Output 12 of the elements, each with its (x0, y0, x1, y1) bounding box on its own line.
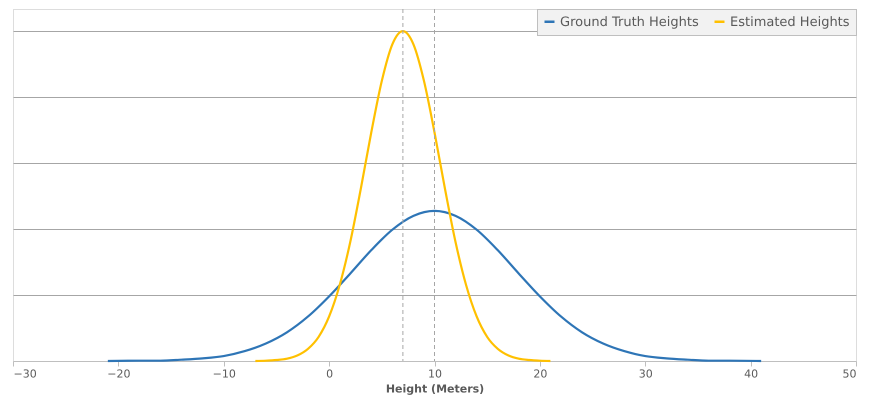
x-tick-label: 30 (638, 368, 653, 380)
x-tick-label: −30 (14, 368, 37, 380)
legend-label: Estimated Heights (730, 14, 850, 30)
x-tick-label: 40 (744, 368, 758, 380)
x-tick-label: 20 (533, 368, 548, 380)
x-tick-label: 50 (842, 368, 856, 380)
x-tick-label: 10 (428, 368, 442, 380)
x-tick-label: 0 (326, 368, 334, 380)
x-tick-label: −10 (212, 368, 236, 380)
x-tick-label: −20 (107, 368, 130, 380)
legend-label: Ground Truth Heights (560, 14, 700, 30)
x-axis-title: Height (Meters) (386, 382, 484, 396)
